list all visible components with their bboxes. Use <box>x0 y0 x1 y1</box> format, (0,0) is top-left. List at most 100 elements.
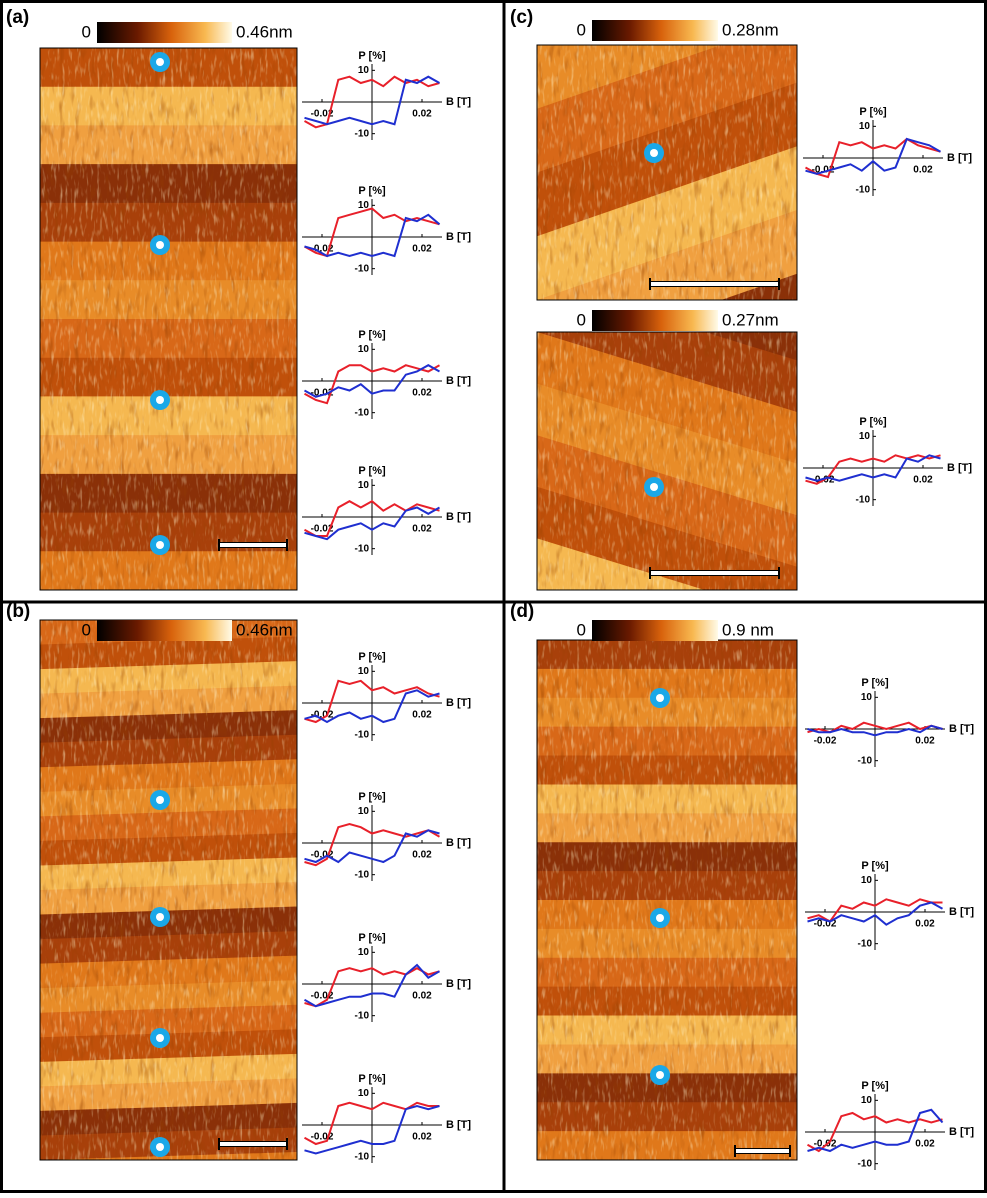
colorbar <box>592 310 718 331</box>
x-axis-label: B [T] <box>446 375 471 387</box>
colorbar-max: 0.9 nm <box>722 620 774 639</box>
y-tick-label: -10 <box>858 755 873 766</box>
colorbar-min: 0 <box>577 620 586 639</box>
y-tick-label: -10 <box>355 869 370 880</box>
y-tick-label: -10 <box>355 407 370 418</box>
x-tick-label: 0.02 <box>412 524 432 535</box>
terrace <box>40 587 297 621</box>
colorbar-min: 0 <box>82 620 91 639</box>
y-axis-label: P [%] <box>861 1080 889 1092</box>
tip-center <box>156 913 164 921</box>
y-axis-label: P [%] <box>861 860 889 872</box>
y-axis-label: P [%] <box>859 106 887 118</box>
tip-center <box>156 396 164 404</box>
stm-images <box>40 0 797 1193</box>
texture <box>537 332 797 590</box>
y-axis-label: P [%] <box>859 416 887 428</box>
tip-center <box>650 149 658 157</box>
colorbar <box>592 620 718 641</box>
y-tick-label: -10 <box>355 729 370 740</box>
y-tick-label: -10 <box>355 128 370 139</box>
colorbar-min: 0 <box>82 22 91 41</box>
y-tick-label: -10 <box>858 1158 873 1169</box>
tip-center <box>656 914 664 922</box>
texture <box>40 48 297 590</box>
tip-center <box>156 241 164 249</box>
y-tick-label: 10 <box>861 1095 873 1106</box>
x-axis-label: B [T] <box>446 697 471 709</box>
colorbar <box>592 20 718 41</box>
y-axis-label: P [%] <box>358 932 386 944</box>
y-tick-label: 10 <box>358 65 370 76</box>
scale-bar <box>219 543 287 548</box>
scale-bar <box>650 282 779 287</box>
x-tick-label: 0.02 <box>412 109 432 120</box>
y-tick-label: -10 <box>355 543 370 554</box>
x-axis-label: B [T] <box>947 462 972 474</box>
x-tick-label: 0.02 <box>412 1132 432 1143</box>
tip-center <box>156 1034 164 1042</box>
colorbar-max: 0.46nm <box>236 620 293 639</box>
x-tick-label: 0.02 <box>915 1139 935 1150</box>
colorbar <box>97 620 232 641</box>
x-axis-label: B [T] <box>446 978 471 990</box>
panel-label: (c) <box>510 7 533 28</box>
colorbar <box>97 22 232 43</box>
panel-label: (a) <box>6 7 29 28</box>
x-tick-label: 0.02 <box>412 991 432 1002</box>
x-tick-label: 0.02 <box>915 919 935 930</box>
colorbar-max: 0.27nm <box>722 310 779 329</box>
texture <box>40 620 297 1160</box>
y-axis-label: P [%] <box>358 465 386 477</box>
scale-bar <box>219 1142 287 1147</box>
x-tick-label: -0.02 <box>814 736 837 747</box>
y-axis-label: P [%] <box>358 329 386 341</box>
tip-center <box>156 1143 164 1151</box>
y-axis-label: P [%] <box>861 677 889 689</box>
y-axis-label: P [%] <box>358 1073 386 1085</box>
x-tick-label: 0.02 <box>412 850 432 861</box>
texture <box>537 45 797 300</box>
x-tick-label: 0.02 <box>412 388 432 399</box>
x-axis-label: B [T] <box>949 906 974 918</box>
x-axis-label: B [T] <box>446 1119 471 1131</box>
y-tick-label: 10 <box>358 1088 370 1099</box>
tip-center <box>156 541 164 549</box>
colorbar-max: 0.28nm <box>722 20 779 39</box>
tip-center <box>650 483 658 491</box>
y-tick-label: 10 <box>859 121 871 132</box>
tip-center <box>156 58 164 66</box>
y-tick-label: 10 <box>358 480 370 491</box>
figure: (a)00.46nm(b)00.46nm(c)00.28nm00.27nm(d)… <box>0 0 987 1193</box>
y-tick-label: -10 <box>355 1151 370 1162</box>
x-tick-label: 0.02 <box>412 244 432 255</box>
y-tick-label: 10 <box>859 431 871 442</box>
x-axis-label: B [T] <box>949 723 974 735</box>
stm-image <box>537 582 797 1193</box>
y-tick-label: 10 <box>358 344 370 355</box>
x-axis-label: B [T] <box>446 837 471 849</box>
x-tick-label: 0.02 <box>915 736 935 747</box>
y-tick-label: -10 <box>355 1010 370 1021</box>
x-axis-label: B [T] <box>446 96 471 108</box>
y-axis-label: P [%] <box>358 651 386 663</box>
y-tick-label: -10 <box>355 263 370 274</box>
tip-center <box>156 796 164 804</box>
tip-center <box>656 694 664 702</box>
x-axis-label: B [T] <box>949 1126 974 1138</box>
x-tick-label: 0.02 <box>913 165 933 176</box>
y-tick-label: 10 <box>861 692 873 703</box>
y-tick-label: -10 <box>858 938 873 949</box>
colorbar-min: 0 <box>577 310 586 329</box>
y-axis-label: P [%] <box>358 50 386 62</box>
y-tick-label: -10 <box>856 494 871 505</box>
y-tick-label: 10 <box>358 666 370 677</box>
y-tick-label: -10 <box>856 184 871 195</box>
scale-bar <box>650 571 779 576</box>
x-axis-label: B [T] <box>446 231 471 243</box>
x-axis-label: B [T] <box>446 511 471 523</box>
y-tick-label: 10 <box>861 875 873 886</box>
x-tick-label: 0.02 <box>412 710 432 721</box>
y-axis-label: P [%] <box>358 791 386 803</box>
stm-image <box>40 563 297 1193</box>
